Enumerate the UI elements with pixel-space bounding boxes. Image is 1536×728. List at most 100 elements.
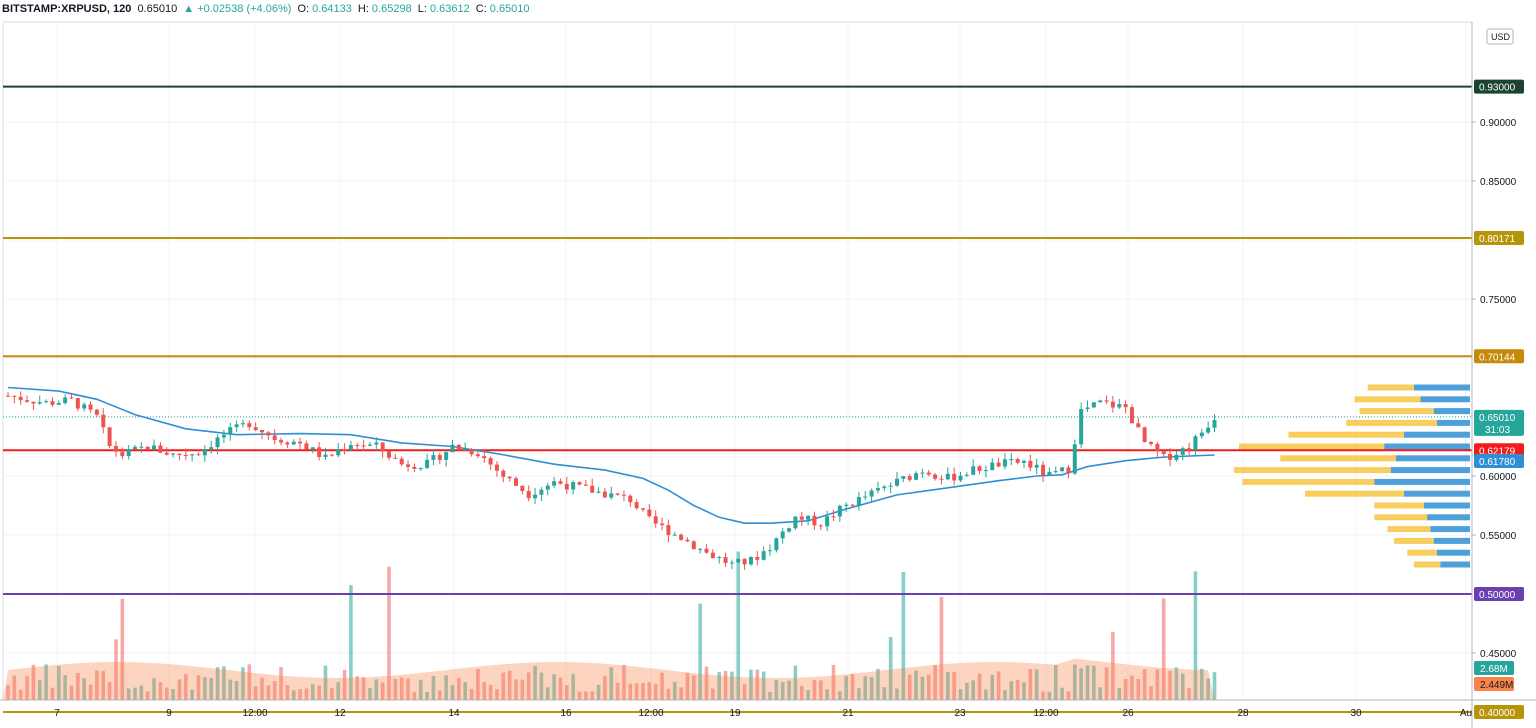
candle-body — [475, 454, 480, 457]
x-tick-label: 7 — [54, 708, 60, 719]
candle-body — [336, 449, 341, 456]
volume-marker-badge — [1474, 661, 1514, 675]
candle-body — [1193, 436, 1198, 451]
y-tick-label: 0.55000 — [1480, 531, 1517, 542]
volume-bar — [952, 671, 956, 700]
volume-bar — [171, 688, 175, 700]
volume-marker-label: 2.449M — [1480, 680, 1513, 691]
volume-bar — [1015, 680, 1020, 700]
candle-body — [1028, 460, 1033, 468]
volume-bar — [342, 669, 347, 700]
volume-profile-bar-up — [1367, 384, 1414, 391]
volume-bar — [596, 684, 601, 700]
level-badge-label: 0.93000 — [1479, 83, 1516, 94]
volume-bar — [126, 688, 131, 700]
volume-bar — [844, 676, 848, 700]
volume-bar — [507, 670, 512, 700]
volume-bar — [114, 639, 118, 700]
candle-body — [196, 454, 201, 456]
price-marker-label: 0.61780 — [1479, 457, 1516, 468]
volume-bar — [266, 685, 271, 700]
volume-bar — [222, 666, 226, 700]
volume-bar — [31, 664, 36, 700]
candle-body — [469, 449, 474, 455]
candle-body — [710, 552, 715, 559]
candle-body — [748, 557, 753, 565]
candle-body — [558, 481, 563, 484]
volume-bar — [247, 664, 252, 700]
candle-body — [418, 467, 423, 469]
candle-body — [552, 481, 557, 486]
candle-body — [717, 557, 722, 559]
chart-header: BITSTAMP:XRPUSD, 120 0.65010 ▲ +0.02538 … — [2, 3, 533, 15]
volume-bar — [139, 685, 144, 700]
volume-bar — [888, 636, 893, 700]
volume-bar — [1009, 681, 1014, 700]
level-badge-label: 0.50000 — [1479, 590, 1516, 601]
volume-bar — [44, 664, 48, 700]
volume-bar — [330, 688, 334, 700]
candle-body — [583, 484, 588, 486]
candle-body — [685, 539, 690, 542]
candle-body — [647, 509, 652, 517]
volume-bar — [641, 683, 645, 700]
volume-profile-bar-down — [1423, 502, 1470, 509]
candle-body — [260, 430, 264, 433]
candle-body — [1060, 467, 1065, 472]
candle-body — [882, 486, 887, 489]
candle-body — [228, 427, 233, 435]
volume-bar — [1022, 682, 1026, 700]
candle-body — [564, 483, 569, 490]
volume-bar — [120, 598, 125, 700]
x-tick-label: 12:00 — [638, 708, 663, 719]
candle-body — [247, 423, 252, 428]
volume-bar — [533, 665, 537, 700]
y-tick-label: 0.75000 — [1480, 295, 1517, 306]
candle-body — [545, 485, 550, 490]
volume-bar — [184, 674, 188, 700]
candle-body — [641, 508, 645, 510]
volume-bar — [520, 679, 525, 700]
volume-bar — [63, 675, 67, 700]
volume-bar — [996, 671, 1001, 700]
candle-body — [723, 557, 728, 563]
volume-bar — [1193, 571, 1198, 700]
candle-body — [361, 445, 366, 447]
volume-bar — [279, 666, 283, 700]
volume-profile-bar-down — [1390, 467, 1470, 474]
candle-body — [139, 446, 144, 448]
volume-bar — [1161, 598, 1166, 700]
volume-profile-bar-up — [1374, 502, 1424, 509]
currency-badge[interactable] — [1486, 28, 1514, 45]
volume-bar — [164, 687, 169, 700]
y-tick-label: 0.90000 — [1480, 118, 1517, 129]
volume-bar — [672, 681, 677, 700]
volume-profile-bar-down — [1430, 526, 1470, 533]
candle-body — [69, 397, 74, 399]
x-tick-label: 12:00 — [1033, 708, 1058, 719]
candle-body — [672, 534, 677, 536]
candle-body — [863, 496, 868, 498]
volume-bar — [57, 666, 61, 700]
open-value: 0.64133 — [312, 3, 352, 15]
symbol-label[interactable]: BITSTAMP:XRPUSD, 120 — [2, 3, 132, 15]
candle-body — [596, 491, 601, 493]
candle-body — [221, 434, 226, 438]
volume-profile-bar-up — [1234, 467, 1391, 474]
candle-body — [234, 424, 239, 428]
volume-profile-bar-down — [1404, 431, 1470, 438]
level-badge — [1474, 79, 1524, 94]
volume-bar — [1060, 687, 1064, 700]
volume-bar — [1123, 678, 1128, 700]
candle-body — [12, 395, 17, 397]
x-tick-label: 12 — [334, 708, 346, 719]
volume-bar — [412, 691, 417, 700]
candle-body — [152, 445, 157, 450]
candle-body — [812, 515, 817, 526]
level-badge-label: 0.80171 — [1479, 234, 1516, 245]
candle-body — [367, 444, 372, 446]
volume-bar — [1092, 665, 1096, 700]
candle-body — [761, 551, 766, 560]
candle-body — [1022, 460, 1026, 463]
